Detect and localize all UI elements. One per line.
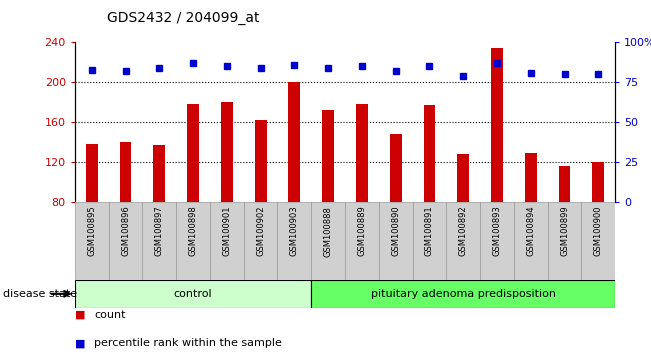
Text: GSM100901: GSM100901	[223, 206, 231, 256]
Bar	[547, 202, 581, 280]
Bar	[447, 202, 480, 280]
Bar	[75, 280, 311, 308]
Bar	[143, 202, 176, 280]
Bar	[379, 202, 413, 280]
Text: GSM100889: GSM100889	[357, 206, 367, 256]
Bar	[154, 145, 165, 202]
Bar	[120, 142, 132, 202]
Text: ■: ■	[75, 338, 85, 348]
Bar	[75, 202, 109, 280]
Bar	[86, 144, 98, 202]
Bar	[322, 110, 334, 202]
Bar	[559, 166, 570, 202]
Text: GSM100892: GSM100892	[459, 206, 467, 256]
Bar	[277, 202, 311, 280]
Bar	[109, 202, 143, 280]
Text: GSM100897: GSM100897	[155, 206, 164, 256]
Text: percentile rank within the sample: percentile rank within the sample	[94, 338, 283, 348]
Text: GSM100902: GSM100902	[256, 206, 265, 256]
Bar	[457, 154, 469, 202]
Bar	[187, 104, 199, 202]
Text: pituitary adenoma predisposition: pituitary adenoma predisposition	[370, 289, 556, 299]
Text: GSM100903: GSM100903	[290, 206, 299, 256]
Bar	[514, 202, 547, 280]
Text: GSM100890: GSM100890	[391, 206, 400, 256]
Text: count: count	[94, 310, 126, 320]
Bar	[424, 105, 436, 202]
Text: GSM100893: GSM100893	[493, 206, 501, 256]
Text: GSM100900: GSM100900	[594, 206, 603, 256]
Text: GDS2432 / 204099_at: GDS2432 / 204099_at	[107, 11, 260, 25]
Bar	[413, 202, 447, 280]
Text: GSM100898: GSM100898	[189, 206, 197, 256]
Bar	[491, 48, 503, 202]
Bar	[345, 202, 379, 280]
Bar	[390, 134, 402, 202]
Text: GSM100895: GSM100895	[87, 206, 96, 256]
Bar	[592, 162, 604, 202]
Bar	[525, 153, 536, 202]
Text: GSM100891: GSM100891	[425, 206, 434, 256]
Bar	[311, 280, 615, 308]
Bar	[356, 104, 368, 202]
Bar	[210, 202, 243, 280]
Bar	[255, 120, 266, 202]
Text: ■: ■	[75, 310, 85, 320]
Bar	[221, 102, 233, 202]
Bar	[480, 202, 514, 280]
Text: GSM100888: GSM100888	[324, 206, 333, 257]
Bar	[311, 202, 345, 280]
Text: disease state: disease state	[3, 289, 77, 299]
Bar	[288, 82, 300, 202]
Text: GSM100899: GSM100899	[560, 206, 569, 256]
Text: GSM100896: GSM100896	[121, 206, 130, 256]
Bar	[581, 202, 615, 280]
Bar	[176, 202, 210, 280]
Bar	[243, 202, 277, 280]
Text: control: control	[174, 289, 212, 299]
Text: GSM100894: GSM100894	[526, 206, 535, 256]
